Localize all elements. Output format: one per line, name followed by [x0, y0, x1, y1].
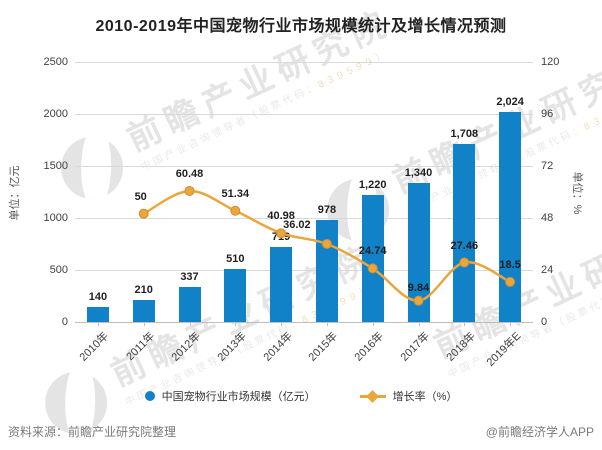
bar: [178, 286, 201, 322]
gridline: [75, 166, 533, 167]
bar-value-label: 1,708: [450, 128, 479, 141]
gridline: [75, 62, 533, 63]
legend-item-growth-rate: 增长率（%）: [359, 388, 458, 404]
x-axis-tick: [464, 322, 466, 326]
x-axis-label-text: 2016年: [352, 330, 387, 364]
gridline: [75, 114, 533, 115]
x-axis-label-text: 2019年E: [484, 330, 524, 369]
bar: [224, 268, 247, 322]
line-series-marker-icon: [359, 389, 386, 403]
x-axis-tick: [97, 322, 99, 326]
bar: [270, 247, 293, 322]
x-axis-label-text: 2013年: [215, 330, 249, 364]
right-axis-tick-label: 48: [541, 212, 554, 224]
bar-value-label: 337: [180, 270, 199, 283]
credit-note: @前瞻经济学人APP: [485, 425, 594, 439]
chart-title: 2010-2019年中国宠物行业市场规模统计及增长情况预测: [95, 18, 507, 35]
bar: [361, 195, 384, 322]
legend-label: 增长率（%）: [392, 391, 458, 403]
x-axis-tick: [189, 322, 191, 326]
left-axis-tick-label: 1500: [43, 160, 68, 172]
left-axis-title: 单位：亿元: [9, 165, 21, 221]
x-axis-label-text: 2012年: [169, 330, 204, 364]
x-axis-tick: [143, 322, 145, 326]
bar: [499, 111, 522, 322]
x-axis-tick: [235, 322, 237, 326]
left-axis-tick-label: 0: [61, 316, 68, 328]
gridline: [75, 322, 533, 323]
bar: [86, 307, 109, 322]
bar-value-label: 719: [271, 231, 291, 244]
bar-value-label: 510: [226, 252, 245, 265]
bar: [315, 220, 338, 322]
x-axis-label-text: 2015年: [306, 330, 341, 364]
legend: 中国宠物行业市场规模（亿元） 增长率（%）: [0, 388, 602, 404]
bar: [407, 182, 430, 322]
x-axis-label-text: 2017年: [398, 330, 433, 364]
legend-item-market-size: 中国宠物行业市场规模（亿元）: [144, 388, 316, 404]
x-axis-label-text: 2018年: [444, 330, 478, 364]
bar-value-label: 2,024: [496, 95, 524, 108]
right-axis-tick-label: 96: [541, 108, 554, 120]
bar-value-label: 978: [317, 204, 337, 217]
left-axis-tick-label: 2500: [43, 56, 68, 68]
left-axis-tick-label: 1000: [43, 212, 68, 224]
x-axis-label-text: 2014年: [261, 330, 295, 364]
bar-value-label: 1,220: [358, 179, 387, 192]
x-axis-tick: [281, 322, 283, 326]
left-axis-tick-label: 2000: [43, 108, 68, 120]
x-axis-label-text: 2011年: [124, 330, 158, 364]
x-axis-tick: [418, 322, 420, 326]
left-axis-tick-label: 500: [49, 264, 68, 276]
right-axis-tick-label: 0: [541, 316, 548, 328]
bar-value-label: 140: [88, 291, 108, 304]
x-axis-tick: [326, 322, 328, 326]
x-axis-tick: [510, 322, 512, 326]
right-axis-title: 单位：%: [571, 171, 583, 215]
right-axis-tick-label: 72: [541, 160, 554, 172]
right-axis-tick-label: 120: [541, 56, 560, 68]
bar-series-marker-icon: [144, 391, 155, 401]
x-axis-tick: [372, 322, 374, 326]
legend-label: 中国宠物行业市场规模（亿元）: [161, 391, 316, 403]
bar-value-label: 210: [134, 284, 153, 297]
bar: [132, 300, 155, 322]
right-axis-tick-label: 24: [541, 264, 554, 276]
source-note: 资料来源：前瞻产业研究院整理: [8, 425, 177, 439]
x-axis-label-text: 2010年: [77, 330, 112, 364]
bar: [453, 144, 476, 322]
bar-value-label: 1,340: [404, 166, 433, 179]
